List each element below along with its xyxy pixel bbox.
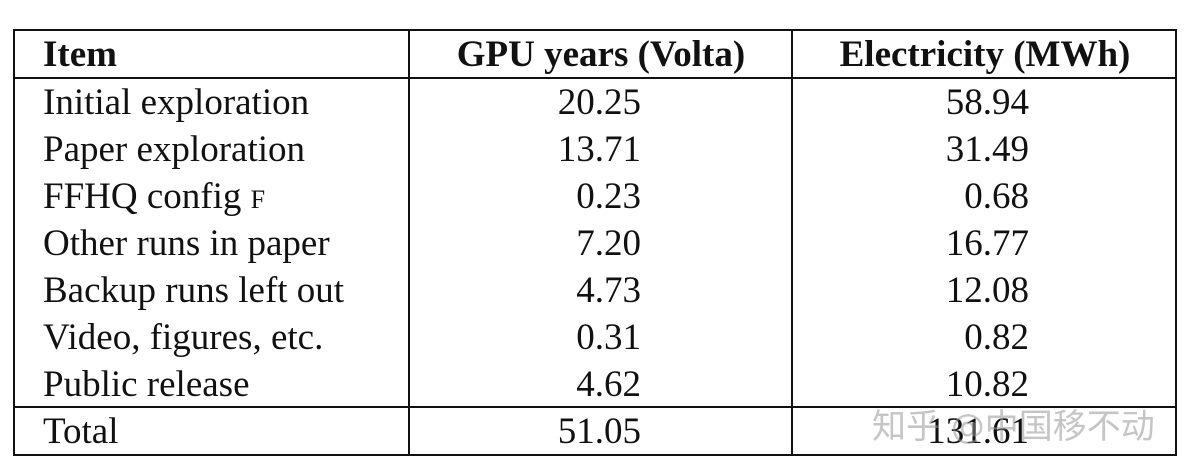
row-electricity-value: 12.08 bbox=[945, 270, 1029, 311]
row-electricity-value: 0.68 bbox=[964, 176, 1029, 217]
resource-usage-table: Item GPU years (Volta) Electricity (MWh)… bbox=[13, 29, 1177, 456]
column-divider bbox=[791, 31, 793, 454]
row-electricity-value: 58.94 bbox=[945, 82, 1029, 123]
header-divider bbox=[15, 77, 1175, 79]
total-label: Total bbox=[43, 411, 119, 452]
row-gpu-value: 0.23 bbox=[576, 176, 641, 217]
total-divider bbox=[15, 406, 1175, 408]
row-item-text: FFHQ config bbox=[43, 176, 242, 217]
row-item-label: Backup runs left out bbox=[43, 270, 345, 311]
config-suffix: F bbox=[250, 185, 267, 214]
header-electricity: Electricity (MWh) bbox=[839, 34, 1131, 75]
row-gpu-value: 4.62 bbox=[576, 364, 641, 405]
row-gpu-value: 7.20 bbox=[576, 223, 641, 264]
total-electricity-value: 131.61 bbox=[927, 411, 1029, 452]
total-gpu-value: 51.05 bbox=[557, 411, 641, 452]
header-gpu-years: GPU years (Volta) bbox=[456, 34, 746, 75]
column-divider bbox=[408, 31, 410, 454]
row-electricity-value: 16.77 bbox=[945, 223, 1029, 264]
row-gpu-value: 13.71 bbox=[557, 129, 641, 170]
row-electricity-value: 0.82 bbox=[964, 317, 1029, 358]
row-gpu-value: 0.31 bbox=[576, 317, 641, 358]
row-gpu-value: 20.25 bbox=[557, 82, 641, 123]
row-item-label: Public release bbox=[43, 364, 250, 405]
zhihu-watermark: 知乎 @中国移不动 bbox=[872, 407, 1155, 447]
row-electricity-value: 10.82 bbox=[945, 364, 1029, 405]
header-item: Item bbox=[43, 34, 117, 75]
row-item-label: Paper exploration bbox=[43, 129, 305, 170]
row-item-label: Other runs in paper bbox=[43, 223, 330, 264]
row-electricity-value: 31.49 bbox=[945, 129, 1029, 170]
row-item-label: FFHQ config F bbox=[43, 173, 266, 220]
row-item-label: Video, figures, etc. bbox=[43, 317, 324, 358]
row-gpu-value: 4.73 bbox=[576, 270, 641, 311]
row-item-label: Initial exploration bbox=[43, 82, 310, 123]
